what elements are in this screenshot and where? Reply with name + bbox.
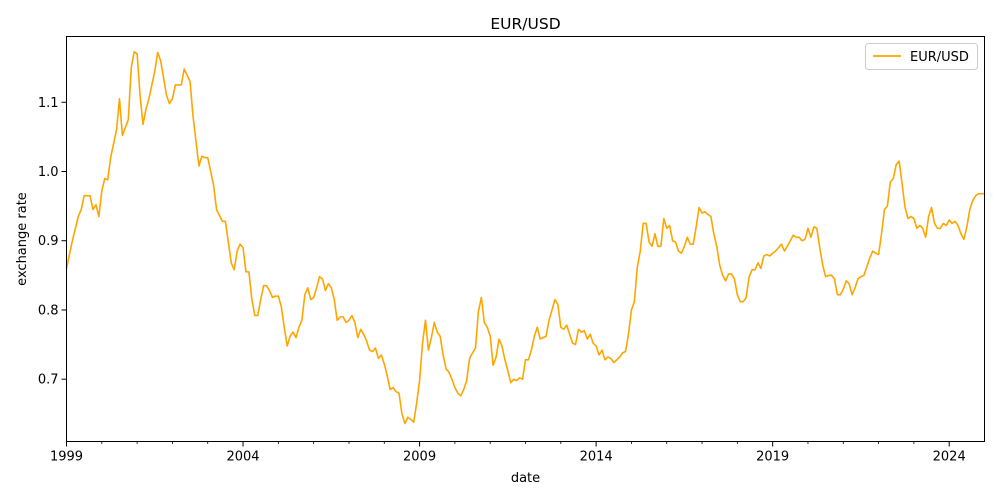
x-tick-label: 2004 (226, 450, 259, 465)
series-line-eurusd (65, 50, 986, 425)
x-tick-label: 2024 (933, 450, 966, 465)
y-axis: 0.7 0.8 0.9 1.0 1.1 (38, 96, 67, 388)
x-tick-label: 1999 (50, 450, 83, 465)
y-axis-title: exchange rate (15, 192, 30, 286)
x-axis: 1999 2004 2009 2014 2019 2024 (50, 441, 966, 465)
y-tick-label: 1.1 (38, 96, 59, 111)
y-tick-label: 0.9 (38, 234, 59, 249)
x-axis-title: date (511, 471, 540, 486)
legend-label: EUR/USD (910, 50, 969, 65)
x-tick-label: 2009 (403, 450, 436, 465)
chart-title: EUR/USD (490, 15, 560, 33)
series-layer (65, 50, 986, 425)
y-tick-label: 0.8 (38, 303, 59, 318)
y-tick-label: 0.7 (38, 373, 59, 388)
y-tick-label: 1.0 (38, 165, 59, 180)
x-tick-label: 2014 (580, 450, 613, 465)
x-tick-label: 2019 (756, 450, 789, 465)
legend-box (865, 43, 978, 70)
legend: EUR/USD (865, 43, 978, 70)
